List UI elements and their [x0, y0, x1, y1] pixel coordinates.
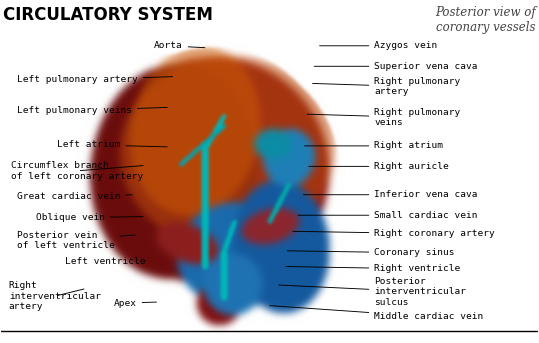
Text: CIRCULATORY SYSTEM: CIRCULATORY SYSTEM [3, 6, 213, 24]
Text: Azygos vein: Azygos vein [320, 41, 438, 50]
Text: Oblique vein: Oblique vein [36, 213, 143, 222]
Text: Left ventricle: Left ventricle [65, 257, 149, 265]
Text: Inferior vena cava: Inferior vena cava [303, 190, 478, 199]
Text: Right ventricle: Right ventricle [286, 264, 461, 273]
Text: Right atrium: Right atrium [305, 141, 444, 150]
Text: Left pulmonary veins: Left pulmonary veins [17, 106, 167, 115]
Text: Aorta: Aorta [154, 41, 205, 50]
Text: Superior vena cava: Superior vena cava [314, 62, 478, 71]
Text: Coronary sinus: Coronary sinus [287, 248, 455, 257]
Text: Right coronary artery: Right coronary artery [293, 229, 495, 238]
Text: Posterior view of
coronary vessels: Posterior view of coronary vessels [435, 6, 536, 34]
Text: Left atrium: Left atrium [57, 140, 167, 149]
Text: Posterior vein
of left ventricle: Posterior vein of left ventricle [17, 231, 135, 250]
Text: Right auricle: Right auricle [309, 162, 449, 171]
Text: Apex: Apex [114, 298, 156, 308]
Text: Circumflex branch
of left coronary artery: Circumflex branch of left coronary arter… [11, 161, 144, 180]
Text: Right pulmonary
veins: Right pulmonary veins [307, 108, 461, 127]
Text: Small cardiac vein: Small cardiac vein [298, 211, 478, 220]
Text: Posterior
interventricular
sulcus: Posterior interventricular sulcus [279, 277, 466, 307]
Text: Middle cardiac vein: Middle cardiac vein [270, 306, 483, 321]
Text: Right
interventricular
artery: Right interventricular artery [9, 281, 101, 311]
Text: Right pulmonary
artery: Right pulmonary artery [313, 77, 461, 96]
Text: Great cardiac vein: Great cardiac vein [17, 192, 132, 201]
Text: Left pulmonary artery: Left pulmonary artery [17, 75, 172, 84]
